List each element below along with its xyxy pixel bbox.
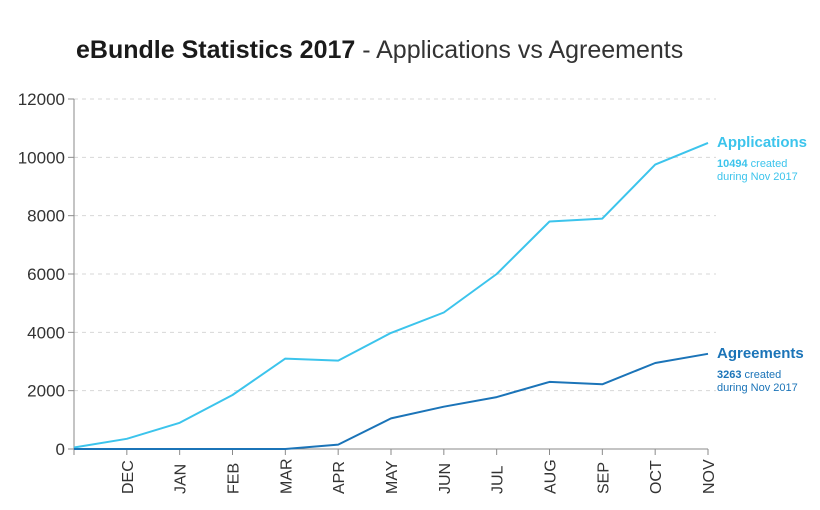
y-tick-label: 8000 <box>27 207 65 226</box>
chart-title-bold: eBundle Statistics 2017 <box>76 36 356 64</box>
x-tick-label: OCT <box>648 460 665 494</box>
y-tick-label: 0 <box>56 440 65 459</box>
x-tick-label: MAY <box>384 460 401 494</box>
x-tick-label: MAR <box>278 458 295 494</box>
y-tick-label: 2000 <box>27 382 65 401</box>
x-tick-label: APR <box>331 461 348 494</box>
y-tick-label: 10000 <box>18 148 65 167</box>
series-note-number: 3263 <box>717 369 741 381</box>
x-tick-label: JAN <box>173 464 190 494</box>
series-label-applications: Applications <box>717 134 807 151</box>
x-tick-label: JUN <box>437 463 454 494</box>
chart-title: eBundle Statistics 2017 - Applications v… <box>76 36 683 65</box>
y-tick-label: 6000 <box>27 265 65 284</box>
series-line-applications <box>73 141 709 449</box>
series-note-text: created <box>741 369 781 381</box>
x-tick-label: NOV <box>701 459 718 494</box>
x-tick-label: FEB <box>226 463 243 494</box>
chart-title-rest: - Applications vs Agreements <box>355 36 684 64</box>
series-label-agreements: Agreements <box>717 345 804 362</box>
series-note-line1: 10494 created <box>717 158 787 170</box>
x-tick-label: DEC <box>120 460 137 494</box>
series-note-line2: during Nov 2017 <box>717 171 798 183</box>
series-note-text: created <box>748 158 788 170</box>
x-tick-label: JUL <box>490 465 507 494</box>
series-line-agreements <box>74 352 709 450</box>
series-note-line2: during Nov 2017 <box>717 382 798 394</box>
series-note-line1: 3263 created <box>717 369 781 381</box>
y-tick-label: 4000 <box>27 323 65 342</box>
series-note-number: 10494 <box>717 158 748 170</box>
x-tick-label: SEP <box>595 462 612 494</box>
y-tick-label: 12000 <box>18 90 65 109</box>
x-tick-label: AUG <box>543 459 560 494</box>
